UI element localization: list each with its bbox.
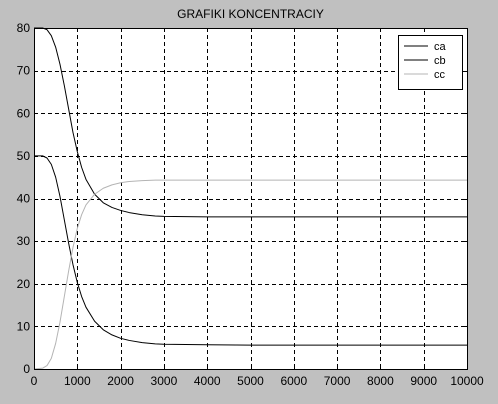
x-tick-label: 4000 <box>194 374 221 388</box>
x-tick-label: 8000 <box>367 374 394 388</box>
x-tick-label: 9000 <box>410 374 437 388</box>
x-tick-label: 6000 <box>280 374 307 388</box>
series-layer <box>33 27 467 370</box>
legend[interactable]: ca cb cc <box>398 35 463 90</box>
x-tick-label: 3000 <box>151 374 178 388</box>
legend-box <box>398 35 463 90</box>
y-tick-label: 80 <box>17 21 31 35</box>
legend-label-cc: cc <box>434 69 446 81</box>
x-tick-label: 10000 <box>450 374 484 388</box>
y-tick-label: 60 <box>17 106 31 120</box>
plot-area <box>34 28 467 369</box>
series-line-ca <box>34 27 467 218</box>
y-tick-label: 30 <box>17 234 31 248</box>
y-tick-label: 50 <box>17 149 31 163</box>
series-line-cc <box>33 179 467 370</box>
x-tick-label: 2000 <box>107 374 134 388</box>
legend-label-cb: cb <box>434 55 446 67</box>
x-tick-label: 5000 <box>237 374 264 388</box>
x-tick-label: 1000 <box>64 374 91 388</box>
y-tick-label: 0 <box>23 362 30 376</box>
series-line-cb <box>34 155 467 346</box>
x-tick-label: 0 <box>31 374 38 388</box>
y-axis: 0 10 20 30 40 50 60 70 80 <box>17 21 467 376</box>
legend-label-ca: ca <box>434 41 447 53</box>
y-tick-label: 20 <box>17 277 31 291</box>
grid <box>34 28 467 369</box>
y-tick-label: 10 <box>17 319 31 333</box>
x-tick-label: 7000 <box>324 374 351 388</box>
x-axis: 0 1000 2000 3000 4000 5000 6000 7000 8000 9000 100… <box>31 28 484 388</box>
y-tick-label: 70 <box>17 64 31 78</box>
chart-title: GRAFIKI KONCENTRACIY <box>177 7 324 21</box>
y-tick-label: 40 <box>17 192 31 206</box>
